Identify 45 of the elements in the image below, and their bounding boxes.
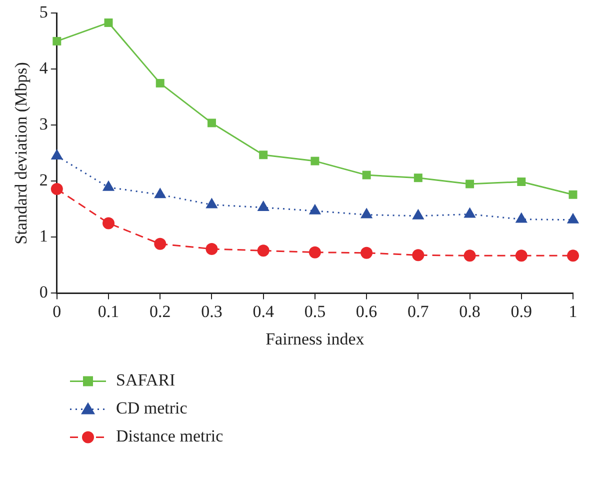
point	[414, 174, 422, 182]
x-tick-label: 1	[568, 302, 578, 321]
point	[154, 238, 166, 250]
y-tick-label: 4	[39, 58, 48, 78]
x-tick-label: 0.5	[304, 302, 326, 321]
point	[156, 78, 164, 88]
point	[206, 242, 218, 255]
point	[362, 170, 371, 180]
point	[515, 250, 528, 262]
x-tick-label: 0.8	[459, 302, 480, 321]
point	[466, 180, 474, 188]
legend-label: SAFARI	[116, 370, 176, 390]
point	[102, 217, 115, 230]
point	[567, 250, 579, 262]
x-tick-label: 0.2	[149, 302, 171, 321]
y-tick-label: 2	[39, 170, 48, 190]
x-tick-label: 0.7	[408, 302, 430, 321]
x-axis-title: Fairness index	[266, 329, 365, 348]
x-tick-label: 0	[52, 302, 62, 321]
point	[104, 18, 113, 27]
x-tick-label: 0.6	[356, 302, 378, 321]
point	[207, 118, 216, 128]
point	[259, 150, 268, 160]
point	[308, 246, 321, 258]
point	[568, 190, 578, 199]
point	[257, 244, 270, 257]
y-tick-label: 1	[39, 226, 48, 246]
x-tick-label: 0.3	[201, 302, 222, 321]
point	[50, 183, 63, 196]
point	[412, 249, 424, 262]
point	[464, 250, 476, 262]
point	[310, 156, 320, 166]
x-tick-label: 0.1	[98, 302, 120, 321]
x-tick-label: 0.9	[510, 302, 532, 321]
y-tick-label: 3	[39, 114, 48, 134]
x-tick-label: 0.4	[252, 302, 274, 321]
legend-label: Distance metric	[116, 426, 224, 446]
point	[257, 200, 270, 212]
y-tick-label: 5	[39, 2, 48, 22]
y-tick-label: 0	[39, 282, 48, 302]
y-axis-title: Standard deviation (Mbps)	[12, 62, 31, 244]
point	[360, 246, 373, 259]
point	[517, 178, 526, 186]
legend-label: CD metric	[116, 398, 188, 418]
point	[52, 36, 62, 46]
